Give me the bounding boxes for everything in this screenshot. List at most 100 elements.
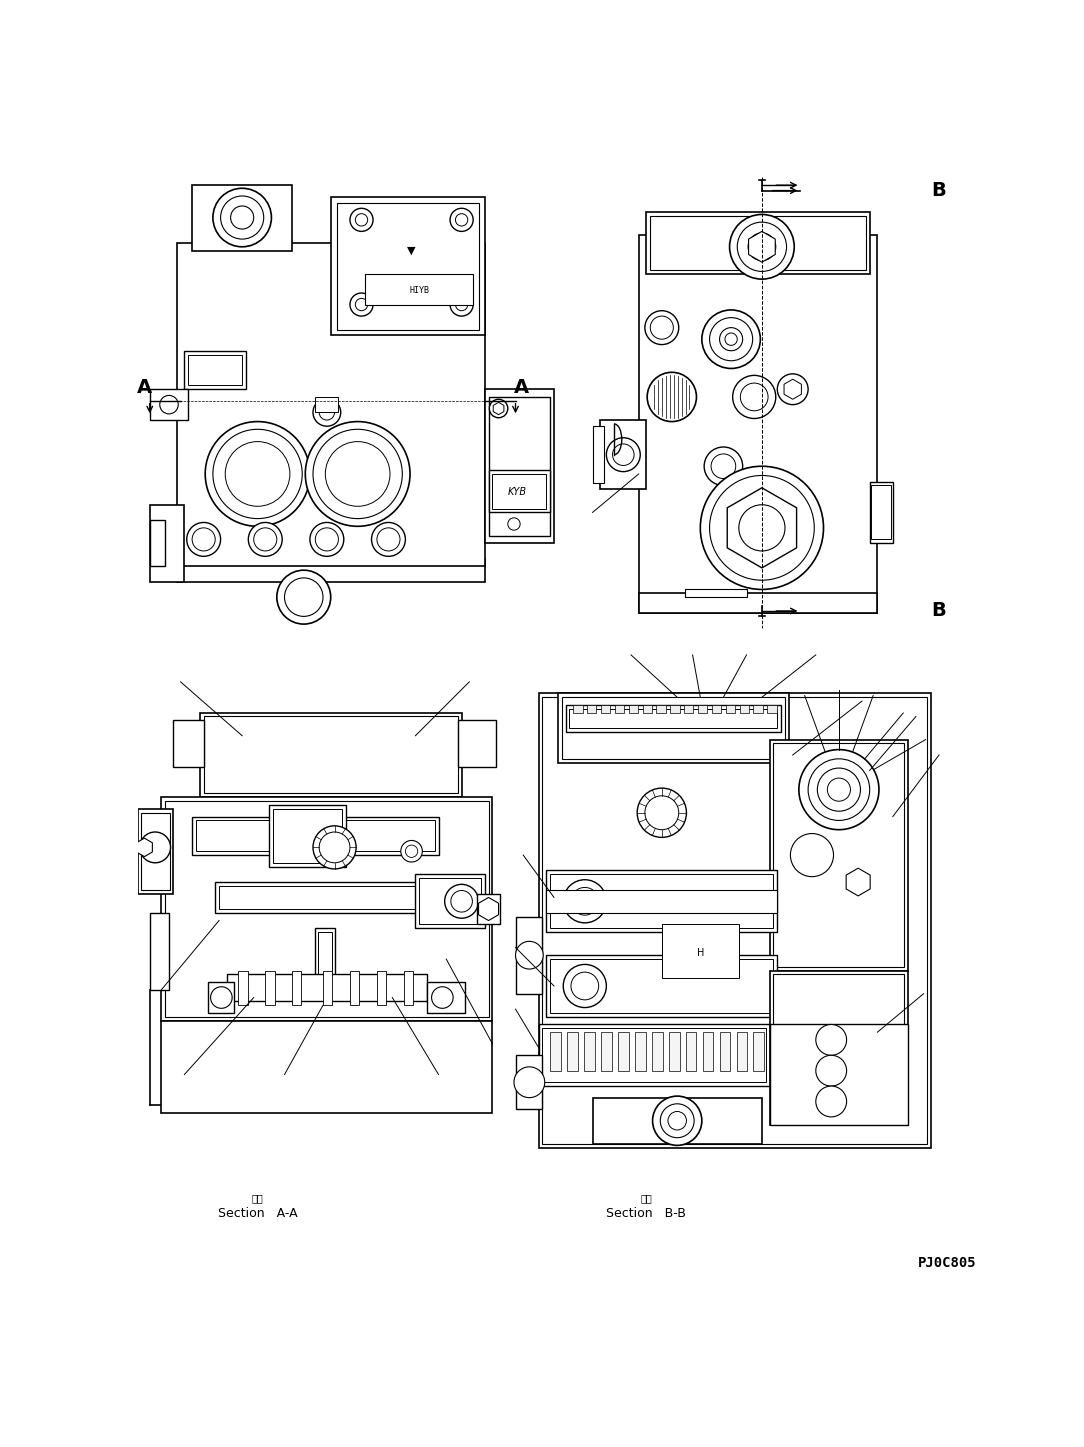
Bar: [657, 705, 666, 712]
Circle shape: [444, 884, 478, 919]
Circle shape: [514, 1066, 545, 1098]
Circle shape: [455, 214, 468, 226]
Bar: [767, 705, 776, 712]
Text: H: H: [697, 948, 704, 958]
Bar: [377, 971, 386, 1006]
Bar: [196, 820, 435, 851]
Circle shape: [816, 1024, 847, 1055]
Circle shape: [401, 841, 423, 862]
Circle shape: [571, 887, 598, 915]
Bar: [457, 721, 496, 767]
Circle shape: [450, 208, 473, 232]
Polygon shape: [798, 838, 827, 873]
Text: Section   A-A: Section A-A: [218, 1207, 297, 1220]
Bar: [477, 894, 500, 925]
Circle shape: [405, 845, 417, 858]
Circle shape: [325, 441, 390, 506]
Bar: [558, 693, 789, 763]
Bar: [204, 716, 457, 793]
Bar: [266, 971, 274, 1006]
Polygon shape: [493, 402, 504, 415]
Bar: [427, 983, 465, 1013]
Bar: [643, 705, 651, 712]
Bar: [736, 1032, 747, 1071]
Bar: [566, 705, 782, 732]
Circle shape: [319, 832, 350, 862]
Bar: [615, 705, 624, 712]
Circle shape: [737, 223, 787, 272]
Bar: [539, 693, 931, 1147]
Text: KYB: KYB: [507, 488, 527, 498]
Circle shape: [350, 208, 373, 232]
Polygon shape: [137, 838, 153, 857]
Circle shape: [315, 528, 338, 551]
Bar: [650, 216, 866, 271]
Bar: [662, 925, 739, 978]
Bar: [669, 1032, 680, 1071]
Circle shape: [431, 987, 453, 1009]
Bar: [227, 974, 427, 1001]
Circle shape: [777, 373, 808, 405]
Circle shape: [225, 441, 289, 506]
Bar: [618, 1032, 629, 1071]
Circle shape: [231, 205, 254, 229]
Circle shape: [612, 444, 634, 466]
Bar: [177, 559, 485, 582]
Text: 断面: 断面: [641, 1192, 653, 1202]
Circle shape: [725, 333, 737, 346]
Polygon shape: [847, 868, 870, 896]
Bar: [331, 197, 485, 336]
Polygon shape: [822, 1029, 841, 1052]
Circle shape: [516, 942, 543, 969]
Bar: [293, 971, 301, 1006]
Circle shape: [790, 833, 834, 877]
Bar: [323, 971, 333, 1006]
Circle shape: [668, 1111, 686, 1130]
Circle shape: [210, 987, 232, 1009]
Bar: [601, 705, 610, 712]
Circle shape: [450, 292, 473, 315]
Circle shape: [720, 327, 743, 350]
Bar: [404, 971, 413, 1006]
Bar: [150, 913, 169, 990]
Bar: [638, 236, 877, 612]
Circle shape: [564, 965, 606, 1007]
Circle shape: [221, 195, 263, 239]
Bar: [415, 874, 485, 928]
Bar: [753, 705, 763, 712]
Bar: [593, 1098, 762, 1143]
Bar: [318, 932, 333, 985]
Bar: [588, 705, 596, 712]
Circle shape: [808, 758, 869, 820]
Circle shape: [645, 796, 679, 829]
Bar: [551, 1032, 560, 1071]
Bar: [646, 213, 869, 273]
Bar: [365, 273, 473, 304]
Circle shape: [159, 395, 178, 414]
Circle shape: [254, 528, 276, 551]
Bar: [686, 1032, 696, 1071]
Circle shape: [455, 298, 468, 311]
Bar: [199, 712, 462, 797]
Circle shape: [606, 438, 641, 472]
Circle shape: [140, 832, 170, 862]
Circle shape: [733, 375, 776, 418]
Bar: [593, 427, 604, 483]
Text: ▼: ▼: [408, 246, 416, 256]
Bar: [207, 983, 234, 1013]
Text: Section   B-B: Section B-B: [606, 1207, 686, 1220]
Circle shape: [564, 880, 606, 923]
Bar: [172, 721, 204, 767]
Circle shape: [710, 318, 752, 360]
Bar: [670, 705, 680, 712]
Bar: [562, 697, 785, 758]
Bar: [516, 1055, 542, 1110]
Bar: [739, 705, 749, 712]
Circle shape: [248, 522, 282, 556]
Circle shape: [212, 430, 302, 518]
Bar: [489, 470, 551, 512]
Bar: [702, 1032, 713, 1071]
Circle shape: [186, 522, 221, 556]
Bar: [150, 519, 165, 566]
Bar: [141, 813, 170, 890]
